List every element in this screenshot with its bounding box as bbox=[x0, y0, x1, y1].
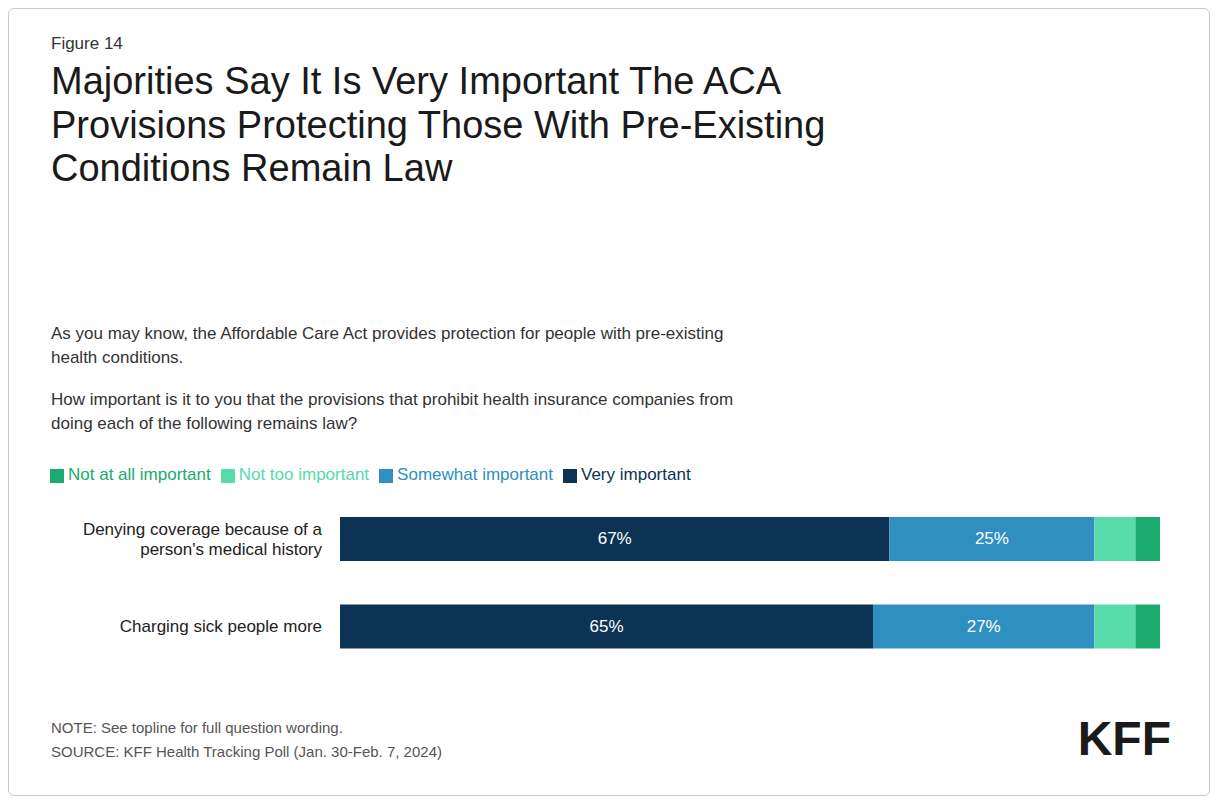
svg-text:65%: 65% bbox=[589, 617, 623, 636]
html-text:Very important: Very important bbox=[581, 465, 691, 484]
html-text:Figure 14: Figure 14 bbox=[51, 34, 123, 53]
html-text:As you may know, the Affordabl: As you may know, the Affordable Care Act… bbox=[51, 324, 724, 367]
svg-text:25%: 25% bbox=[975, 529, 1009, 548]
html-text:KFF: KFF bbox=[1077, 712, 1171, 765]
html-text:Somewhat important: Somewhat important bbox=[397, 465, 553, 484]
html-text:NOTE: See topline for full que: NOTE: See topline for full question word… bbox=[51, 719, 442, 760]
svg-text:27%: 27% bbox=[967, 617, 1001, 636]
html-text:Majorities Say It Is Very Impo: Majorities Say It Is Very Important The … bbox=[51, 60, 826, 190]
html-text:Not too important: Not too important bbox=[238, 465, 370, 484]
html-text:How important is it to you tha: How important is it to you that the prov… bbox=[51, 390, 734, 433]
html-text:Not at all important: Not at all important bbox=[68, 465, 211, 484]
svg-text:Denying coverage because of ap: Denying coverage because of aperson's me… bbox=[83, 519, 323, 558]
svg-text:Charging sick people more: Charging sick people more bbox=[120, 617, 322, 636]
svg-text:67%: 67% bbox=[598, 529, 632, 548]
